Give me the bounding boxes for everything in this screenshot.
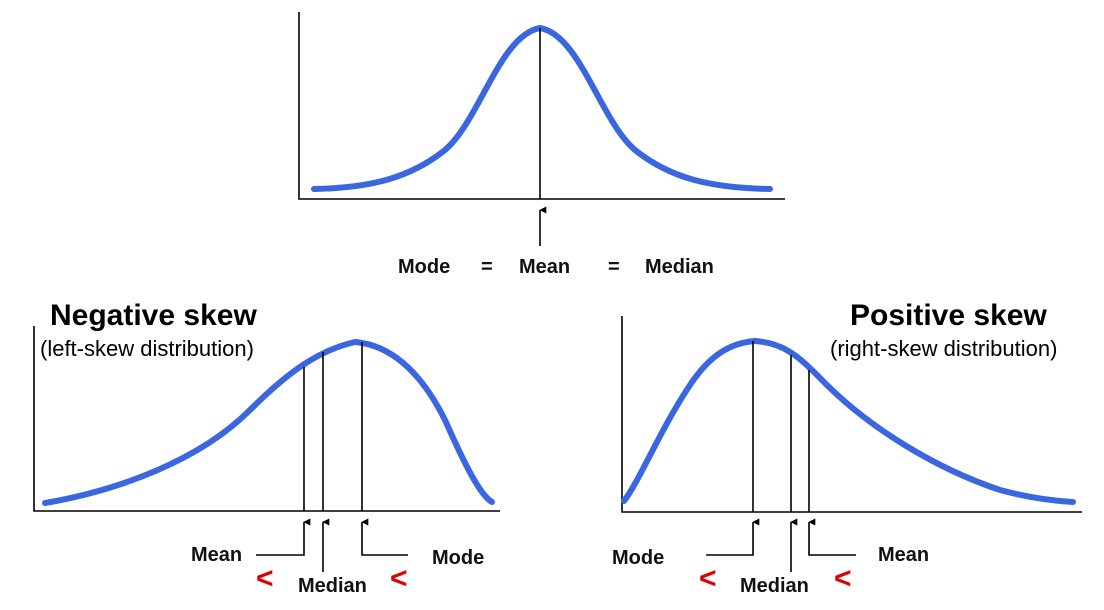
arrow-up-icon — [706, 518, 760, 556]
symmetric-mean-label: Mean — [519, 256, 570, 278]
positive-skew-subtitle: (right-skew distribution) — [830, 336, 1057, 361]
negative-skew-distribution: Negative skew (left-skew distribution) M… — [33, 299, 500, 597]
positive-mean-label: Mean — [878, 544, 929, 566]
positive-curve-outline — [623, 339, 1074, 503]
symmetric-mode-label: Mode — [398, 256, 450, 278]
symmetric-equals-1: = — [481, 256, 493, 278]
arrow-up-icon — [361, 518, 408, 556]
arrow-up-icon — [256, 518, 311, 556]
symmetric-median-label: Median — [645, 256, 714, 278]
positive-median-label: Median — [740, 575, 809, 597]
symmetric-curve — [311, 25, 773, 192]
positive-mode-label: Mode — [612, 547, 664, 569]
positive-less-than-2: < — [834, 562, 852, 595]
negative-curve-outline — [44, 340, 493, 504]
arrow-up-icon — [808, 518, 856, 556]
negative-skew-title: Negative skew — [50, 299, 257, 332]
negative-skew-subtitle: (left-skew distribution) — [40, 336, 254, 361]
positive-axis — [621, 316, 1082, 513]
positive-skew-title: Positive skew — [850, 299, 1047, 332]
negative-axis — [33, 326, 500, 512]
negative-curve — [42, 339, 495, 506]
negative-less-than-2: < — [390, 562, 408, 595]
positive-less-than-1: < — [699, 562, 717, 595]
negative-less-than-1: < — [256, 562, 274, 595]
symmetric-axis — [298, 12, 785, 200]
positive-skew-distribution: Positive skew (right-skew distribution) … — [612, 299, 1082, 597]
positive-curve — [621, 338, 1076, 505]
negative-median-label: Median — [298, 575, 367, 597]
symmetric-equals-2: = — [608, 256, 620, 278]
symmetric-distribution: Mode = Mean = Median — [298, 12, 785, 278]
negative-mode-label: Mode — [432, 547, 484, 569]
negative-mean-label: Mean — [191, 544, 242, 566]
